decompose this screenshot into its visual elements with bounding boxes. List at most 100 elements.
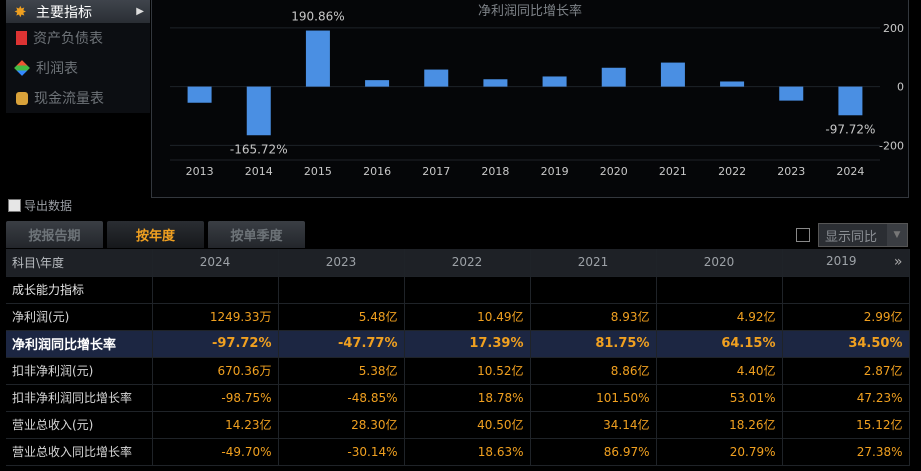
cube-icon [14, 60, 30, 76]
tab-by-quarter[interactable]: 按单季度 [208, 221, 305, 248]
table-cell: 14.23亿 [152, 411, 279, 439]
table-cell: -98.75% [152, 384, 279, 412]
row-label: 净利润(元) [6, 303, 153, 331]
table-cell [404, 276, 531, 304]
star-icon: ✸ [14, 2, 27, 21]
document-icon [16, 31, 27, 45]
table-header-cell-last[interactable]: 2019 » [782, 249, 910, 277]
bar-data-label: 190.86% [291, 10, 344, 24]
x-tick-label: 2021 [659, 165, 687, 178]
table-cell: 47.23% [782, 384, 910, 412]
table-cell: 8.86亿 [530, 357, 657, 385]
export-data-button[interactable]: 导出数据 [8, 197, 72, 214]
table-cell: 18.26亿 [656, 411, 783, 439]
show-yoy-select[interactable]: 显示同比 ▼ [818, 223, 908, 247]
row-label: 扣非净利润(元) [6, 357, 153, 385]
table-header-row: 科目\年度 2024 2023 2022 2021 2020 2019 » [6, 249, 910, 277]
bar-2019[interactable] [542, 76, 567, 87]
table-cell: 2.99亿 [782, 303, 910, 331]
coins-icon [16, 91, 28, 105]
double-chevron-right-icon[interactable]: » [893, 254, 903, 271]
menu-item-label: 主要指标 [36, 4, 92, 21]
tab-by-year[interactable]: 按年度 [107, 221, 204, 248]
table-cell: -97.72% [152, 330, 279, 358]
tab-by-report-period[interactable]: 按报告期 [6, 221, 103, 248]
table-header-cell[interactable]: 2021 [530, 249, 657, 277]
bar-2015[interactable] [305, 30, 330, 87]
show-yoy-checkbox[interactable] [796, 228, 810, 242]
table-cell: 8.93亿 [530, 303, 657, 331]
table-cell: 27.38% [782, 438, 910, 466]
bar-2017[interactable] [424, 69, 449, 87]
row-label: 扣非净利润同比增长率 [6, 384, 153, 412]
bar-2024[interactable] [838, 86, 863, 116]
y-tick-label: 0 [897, 81, 904, 94]
menu-item-label: 利润表 [36, 61, 78, 77]
table-cell: 5.48亿 [278, 303, 405, 331]
table-cell: 81.75% [530, 330, 657, 358]
menu-item-cash-flow[interactable]: 现金流量表 [6, 83, 150, 113]
table-header-year: 2019 [825, 254, 857, 269]
bar-2016[interactable] [365, 80, 390, 87]
bar-2020[interactable] [601, 67, 626, 87]
spreadsheet-icon [8, 199, 21, 212]
table-cell: 670.36万 [152, 357, 279, 385]
table-row[interactable]: 营业总收入(元) 14.23亿 28.30亿 40.50亿 34.14亿 18.26亿 15… [6, 411, 910, 439]
chart-title: 净利润同比增长率 [478, 3, 582, 19]
row-label: 净利润同比增长率 [6, 330, 153, 358]
bar-2021[interactable] [660, 62, 685, 87]
compare-controls: 显示同比 ▼ [796, 223, 908, 247]
table-cell: 10.52亿 [404, 357, 531, 385]
table-cell: 5.38亿 [278, 357, 405, 385]
chart-x-ticks: 2013 2014 2015 2016 2017 2018 2019 2020 2021 2022… [186, 165, 865, 178]
table-cell: 1249.33万 [152, 303, 279, 331]
chart-grid [170, 27, 880, 161]
table-cell: -48.85% [278, 384, 405, 412]
table-cell: 34.14亿 [530, 411, 657, 439]
table-cell: 53.01% [656, 384, 783, 412]
table-header-cell[interactable]: 2022 [404, 249, 531, 277]
menu-item-main-indicators[interactable]: ✸ 主要指标 ▶ [6, 0, 150, 23]
table-row[interactable]: 扣非净利润同比增长率 -98.75% -48.85% 18.78% 101.50% 53.… [6, 384, 910, 412]
table-cell: 17.39% [404, 330, 531, 358]
table-row[interactable]: 净利润同比增长率 -97.72% -47.77% 17.39% 81.75% 64.15%… [6, 330, 910, 358]
menu-item-balance-sheet[interactable]: 资产负债表 [6, 23, 150, 53]
table-cell: 20.79% [656, 438, 783, 466]
table-cell: 4.92亿 [656, 303, 783, 331]
y-tick-label: -200 [879, 139, 904, 152]
bar-2018[interactable] [483, 79, 508, 87]
x-tick-label: 2024 [836, 165, 864, 178]
table-cell: 101.50% [530, 384, 657, 412]
bar-2014[interactable] [246, 86, 271, 136]
chart-y-ticks: 200 0 -200 [879, 22, 904, 152]
menu-item-income-statement[interactable]: 利润表 [6, 53, 150, 83]
x-tick-label: 2020 [600, 165, 628, 178]
table-cell [530, 276, 657, 304]
table-header-cell[interactable]: 2020 [656, 249, 783, 277]
bar-data-label: -165.72% [230, 142, 288, 156]
table-row[interactable]: 营业总收入同比增长率 -49.70% -30.14% 18.63% 86.97% 20.7… [6, 438, 910, 466]
table-cell: 15.12亿 [782, 411, 910, 439]
bar-2022[interactable] [720, 81, 745, 87]
table-cell: 40.50亿 [404, 411, 531, 439]
table-header-cell[interactable]: 2023 [278, 249, 405, 277]
bar-2013[interactable] [187, 86, 212, 103]
x-tick-label: 2018 [481, 165, 509, 178]
table-cell: 28.30亿 [278, 411, 405, 439]
export-data-label: 导出数据 [24, 199, 73, 213]
side-menu: ✸ 主要指标 ▶ 资产负债表 利润表 现金流量表 [6, 0, 150, 113]
table-cell: 10.49亿 [404, 303, 531, 331]
x-tick-label: 2022 [718, 165, 746, 178]
bar-2023[interactable] [779, 86, 804, 101]
table-header-cell: 科目\年度 [6, 249, 153, 277]
table-cell: 34.50% [782, 330, 910, 358]
financial-table: 科目\年度 2024 2023 2022 2021 2020 2019 » 成长… [6, 249, 910, 466]
table-header-cell[interactable]: 2024 [152, 249, 279, 277]
table-cell: 18.63% [404, 438, 531, 466]
table-row[interactable]: 扣非净利润(元) 670.36万 5.38亿 10.52亿 8.86亿 4.40亿 2.87… [6, 357, 910, 385]
table-row[interactable]: 成长能力指标 [6, 276, 910, 304]
x-tick-label: 2019 [541, 165, 569, 178]
table-row[interactable]: 净利润(元) 1249.33万 5.48亿 10.49亿 8.93亿 4.92亿 2.99亿 [6, 303, 910, 331]
row-label: 营业总收入同比增长率 [6, 438, 153, 466]
table-cell: 64.15% [656, 330, 783, 358]
